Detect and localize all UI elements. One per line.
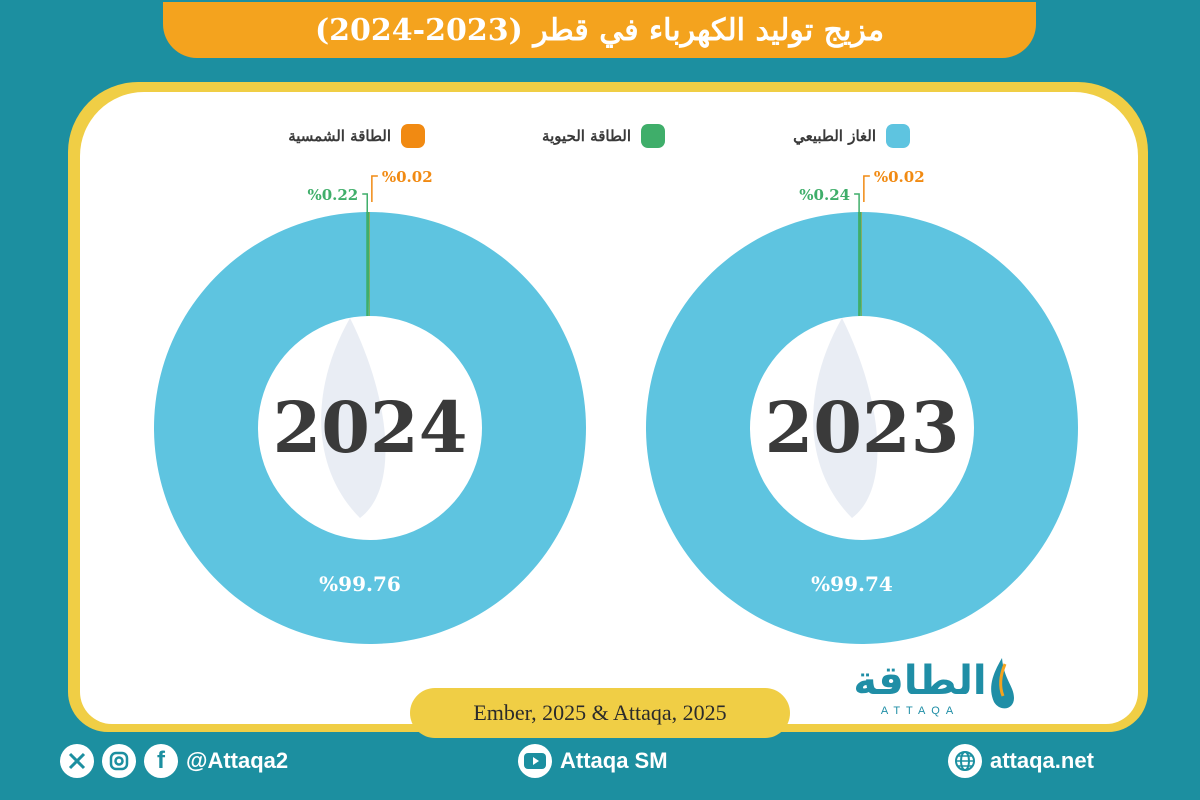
legend-item-natural-gas: الغاز الطبيعي (793, 124, 910, 148)
social-handle[interactable]: @Attaqa2 (186, 748, 289, 773)
watermark-drop-icon (813, 318, 878, 518)
donut-2024: 2024 %99.76 %0.22 %0.02 (153, 168, 586, 644)
slice-label-main: %99.74 (811, 572, 893, 596)
title-bar: مزيج توليد الكهرباء في قطر (2023-2024) (163, 2, 1036, 58)
facebook-icon[interactable]: f (144, 744, 178, 778)
center-year-label: 2023 (765, 386, 960, 469)
slice-label-solar: %0.02 (382, 168, 433, 186)
legend-swatch-bioenergy (641, 124, 665, 148)
source-text: Ember, 2025 & Attaqa, 2025 (473, 700, 727, 725)
slice-label-bio: %0.22 (307, 186, 358, 204)
source-badge: Ember, 2025 & Attaqa, 2025 (410, 688, 790, 738)
website-url[interactable]: attaqa.net (990, 748, 1094, 773)
legend-item-bioenergy: الطاقة الحيوية (542, 124, 665, 148)
footer-social: f @Attaqa2 (60, 744, 288, 778)
slice-label-solar: %0.02 (874, 168, 925, 186)
center-year-label: 2024 (273, 386, 468, 469)
instagram-icon[interactable] (102, 744, 136, 778)
slice-label-main: %99.76 (319, 572, 401, 596)
globe-icon[interactable] (948, 744, 982, 778)
leader-line-bio (854, 193, 860, 216)
leader-line-solar (863, 175, 870, 202)
legend-swatch-solar (401, 124, 425, 148)
legend-label-natural-gas: الغاز الطبيعي (793, 127, 876, 145)
leader-line-solar (371, 175, 378, 202)
footer-youtube: Attaqa SM (518, 744, 668, 778)
logo-text: الطاقة (853, 658, 986, 704)
leader-line-bio (362, 193, 368, 216)
donut-2023: 2023 %99.74 %0.24 %0.02 (646, 168, 1079, 644)
x-icon[interactable] (60, 744, 94, 778)
legend-item-solar: الطاقة الشمسية (288, 124, 425, 148)
slice-label-bio: %0.24 (799, 186, 850, 204)
youtube-channel[interactable]: Attaqa SM (560, 748, 668, 773)
logo-subtext: ATTAQA (881, 705, 959, 717)
attaqa-logo: الطاقة ATTAQA (853, 658, 1014, 717)
logo-drop-icon (991, 658, 1014, 709)
slice-الغاز الطبيعي (646, 211, 1079, 644)
legend-label-bioenergy: الطاقة الحيوية (542, 127, 631, 145)
page-title: مزيج توليد الكهرباء في قطر (2023-2024) (314, 12, 885, 48)
legend-label-solar: الطاقة الشمسية (288, 127, 391, 145)
youtube-icon[interactable] (518, 744, 552, 778)
donut-hole (751, 317, 973, 539)
footer-website: attaqa.net (948, 744, 1094, 778)
donut-hole (259, 317, 481, 539)
legend-swatch-natural-gas (886, 124, 910, 148)
slice-الغاز الطبيعي (153, 212, 586, 644)
watermark-drop-icon (321, 318, 386, 518)
